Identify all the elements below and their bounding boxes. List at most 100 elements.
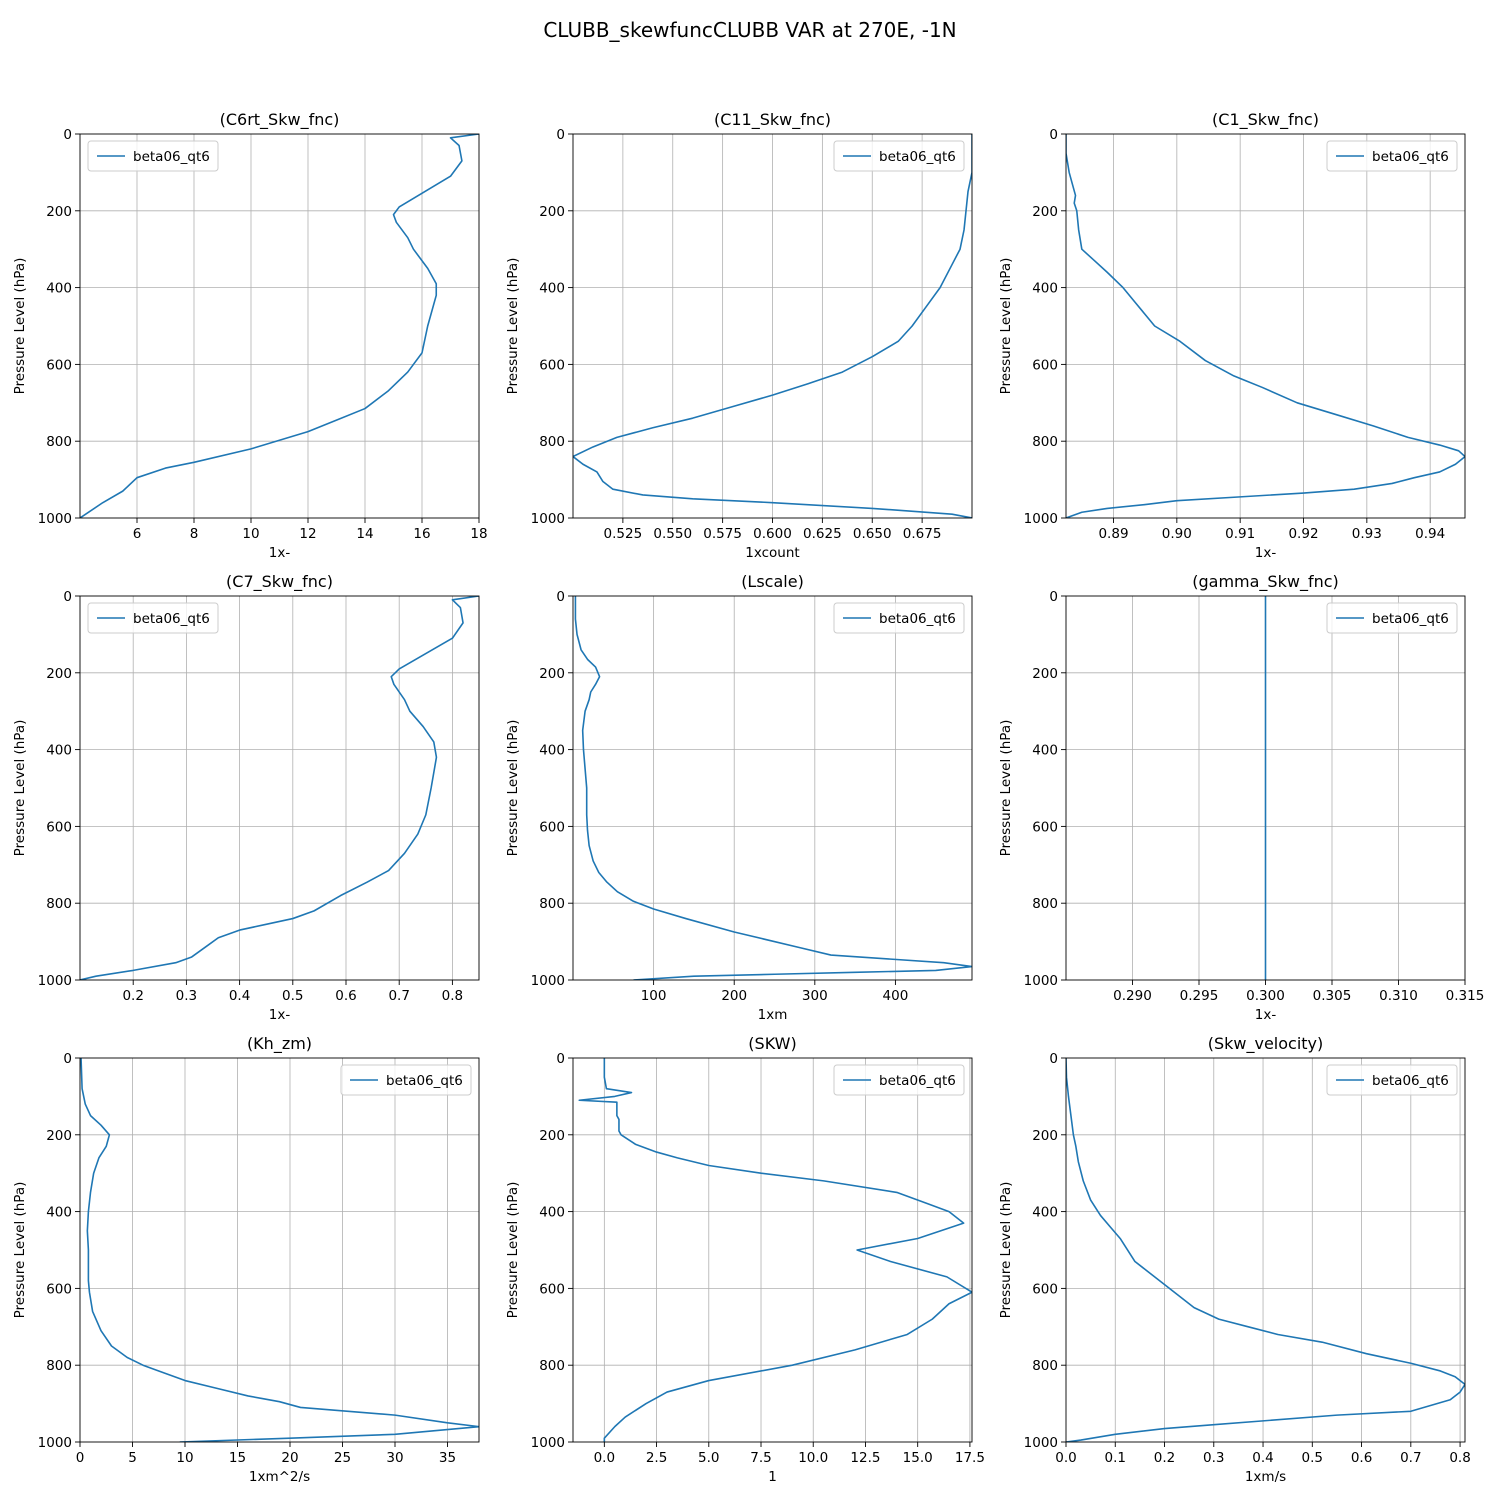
- subplot-title: (Lscale): [741, 572, 804, 591]
- x-tick-label: 15.0: [903, 1450, 933, 1466]
- x-tick-label: 5: [128, 1450, 137, 1466]
- y-tick-label: 800: [1032, 434, 1058, 450]
- x-tick-label: 0.1: [1105, 1450, 1126, 1466]
- y-tick-label: 0: [556, 127, 565, 143]
- x-tick-label: 2.5: [646, 1450, 667, 1466]
- series-line-beta06_qt6: [573, 134, 972, 518]
- y-tick-label: 0: [556, 1051, 565, 1067]
- subplot-grid: 6 8 10 12 14 16 1802004006008001000(C6rt_Skw_f…: [12, 110, 1484, 1485]
- x-tick-label: 14: [356, 526, 373, 542]
- x-tick-label: 0.3: [1203, 1450, 1224, 1466]
- y-tick-label: 1000: [38, 1435, 72, 1451]
- y-tick-label: 0: [63, 589, 72, 605]
- subplot-panel: 0 5 10 15 20 25 30 35 0 200 400 600 800 1000 (Kh_zm) 1x…: [12, 1034, 480, 1485]
- y-axis-label: Pressure Level (hPa): [12, 720, 28, 857]
- y-axis-label: Pressure Level (hPa): [12, 258, 28, 395]
- legend-box: [833, 1064, 965, 1096]
- y-tick-label: 200: [1032, 204, 1058, 220]
- legend-box: [87, 602, 219, 634]
- y-tick-label: 800: [539, 1358, 565, 1374]
- y-tick-label: 400: [1032, 281, 1058, 297]
- legend-label: beta06_qt6: [1372, 149, 1449, 165]
- y-tick-label: 200: [539, 204, 565, 220]
- x-tick-label: 10: [242, 526, 259, 542]
- x-axis-label: 1xcount: [745, 545, 799, 561]
- x-tick-label: 0.575: [703, 526, 742, 542]
- legend-label: beta06_qt6: [879, 611, 956, 627]
- y-tick-label: 200: [46, 666, 72, 682]
- y-tick-label: 1000: [531, 973, 565, 989]
- x-tick-label: 35: [439, 1450, 456, 1466]
- series-line-beta06_qt6: [80, 596, 479, 980]
- x-tick-label: 0.6: [335, 988, 356, 1004]
- y-tick-label: 800: [539, 434, 565, 450]
- x-tick-label: 0.300: [1246, 988, 1285, 1004]
- x-tick-label: 0.650: [853, 526, 892, 542]
- y-tick-label: 400: [46, 743, 72, 759]
- x-tick-label: 25: [334, 1450, 351, 1466]
- legend-label: beta06_qt6: [1372, 1073, 1449, 1089]
- y-tick-label: 400: [46, 1205, 72, 1221]
- x-tick-label: 0.0: [594, 1450, 615, 1466]
- y-tick-label: 0: [1049, 589, 1058, 605]
- subplot-panel: 0.2 0.3 0.4 0.5 0.6 0.7 0.8 0 200 400 600 800 1000 (C…: [12, 572, 480, 1023]
- y-tick-label: 200: [1032, 666, 1058, 682]
- y-tick-label: 600: [46, 1281, 72, 1297]
- y-tick-label: 1000: [1024, 973, 1058, 989]
- legend-label: beta06_qt6: [1372, 611, 1449, 627]
- x-axis-label: 1xm/s: [1245, 1469, 1286, 1485]
- legend-box: [1326, 602, 1458, 634]
- x-tick-label: 30: [386, 1450, 403, 1466]
- y-tick-label: 400: [539, 1205, 565, 1221]
- axes-frame: [572, 595, 973, 981]
- subplot-panel: 0.290 0.295 0.300 0.305 0.310 0.315 0 200 400 600…: [998, 572, 1484, 1023]
- y-tick-label: 600: [46, 357, 72, 373]
- x-tick-label: 15: [229, 1450, 246, 1466]
- y-tick-label: 800: [46, 1358, 72, 1374]
- y-tick-label: 1000: [531, 1435, 565, 1451]
- y-axis-label: Pressure Level (hPa): [505, 1182, 521, 1319]
- x-tick-label: 0.295: [1180, 988, 1219, 1004]
- x-tick-label: 0.8: [1449, 1450, 1470, 1466]
- subplot-title: (Skw_velocity): [1208, 1034, 1324, 1054]
- x-tick-label: 400: [883, 988, 909, 1004]
- subplot-panel: 100 200 300 400 0 200 400 600 800 1000 (Lscale) 1xm…: [505, 572, 973, 1023]
- x-tick-label: 0.5: [1302, 1450, 1323, 1466]
- y-tick-label: 200: [46, 1128, 72, 1144]
- y-tick-label: 400: [539, 281, 565, 297]
- x-tick-label: 0.550: [653, 526, 692, 542]
- legend-box: [87, 140, 219, 172]
- legend-box: [833, 140, 965, 172]
- subplot-title: (C1_Skw_fnc): [1212, 110, 1319, 130]
- y-axis-label: Pressure Level (hPa): [505, 720, 521, 857]
- x-tick-label: 8: [190, 526, 199, 542]
- y-axis-label: Pressure Level (hPa): [505, 258, 521, 395]
- subplot-panel: 6 8 10 12 14 16 18 0 200 400 600 800 1000 (C6rt_Skw_f…: [12, 110, 488, 561]
- x-tick-label: 0.4: [1252, 1450, 1273, 1466]
- y-tick-label: 400: [1032, 743, 1058, 759]
- x-tick-label: 12: [299, 526, 316, 542]
- y-tick-label: 600: [539, 819, 565, 835]
- y-tick-label: 800: [46, 434, 72, 450]
- x-tick-label: 0.625: [803, 526, 842, 542]
- x-axis-label: 1: [768, 1469, 777, 1485]
- y-tick-label: 800: [46, 896, 72, 912]
- y-tick-label: 600: [1032, 819, 1058, 835]
- series-line-beta06_qt6: [1066, 134, 1465, 518]
- y-axis-label: Pressure Level (hPa): [998, 1182, 1014, 1319]
- subplot-panel: 0.0 2.5 5.0 7.5 10.0 12.5 15.0 17.5 0 200 400 600 80…: [505, 1034, 985, 1485]
- x-axis-label: 1xm: [758, 1007, 788, 1023]
- x-tick-label: 0: [76, 1450, 85, 1466]
- subplot-panel: 0.0 0.1 0.2 0.3 0.4 0.5 0.6 0.7 0.8 0 200 400 600 800…: [998, 1034, 1471, 1485]
- x-tick-label: 0.310: [1379, 988, 1418, 1004]
- axes-frame: [79, 1057, 480, 1443]
- x-tick-label: 0.600: [753, 526, 792, 542]
- y-tick-label: 600: [539, 357, 565, 373]
- y-axis-label: Pressure Level (hPa): [998, 258, 1014, 395]
- y-tick-label: 400: [1032, 1205, 1058, 1221]
- y-tick-label: 1000: [1024, 511, 1058, 527]
- y-tick-label: 600: [539, 1281, 565, 1297]
- y-tick-label: 200: [539, 666, 565, 682]
